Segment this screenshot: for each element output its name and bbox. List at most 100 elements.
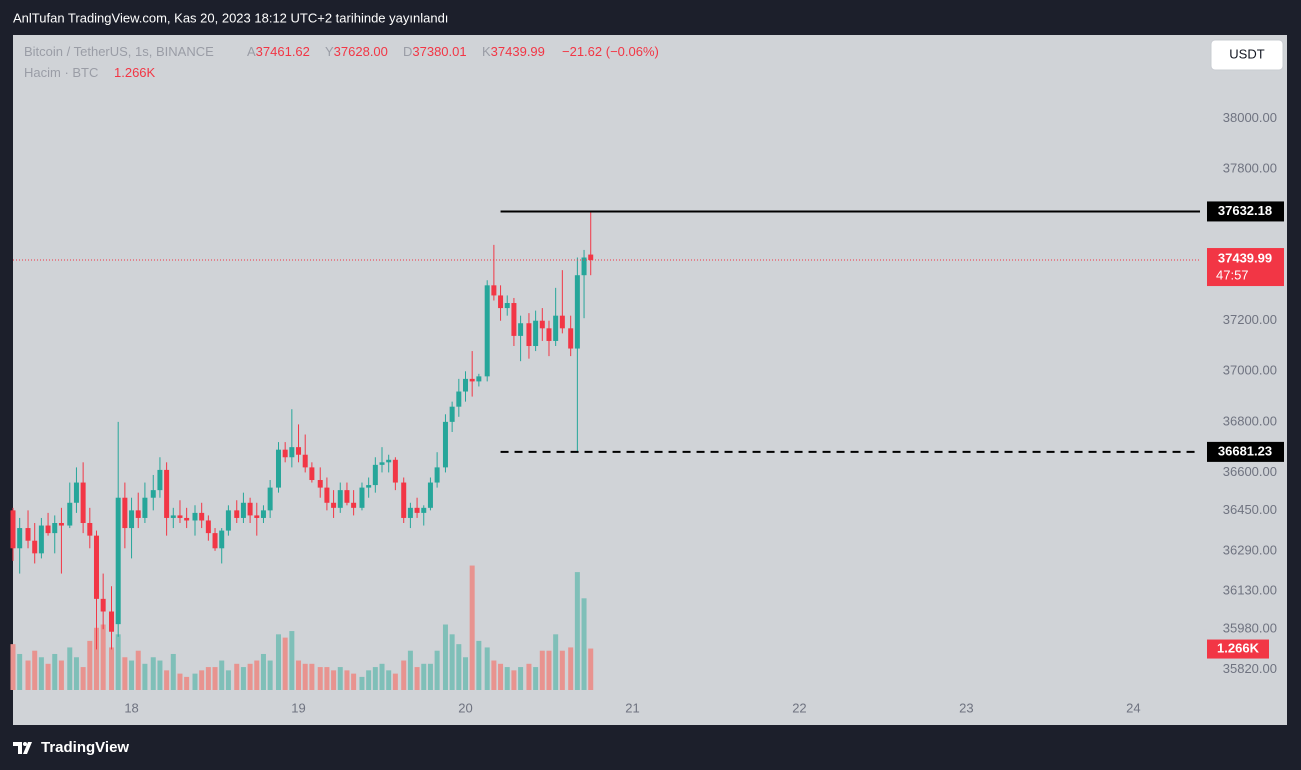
volume-bar (58, 660, 64, 690)
symbol: Bitcoin / TetherUS, 1s, BINANCE (24, 44, 214, 59)
currency-label[interactable]: USDT (1229, 46, 1264, 61)
volume-bar (484, 647, 490, 690)
candle-body (25, 528, 31, 541)
volume-label: 1.266K (1217, 640, 1260, 655)
candle-body (115, 497, 121, 625)
volume-bar (324, 667, 330, 690)
line-label-box (1207, 201, 1284, 222)
candle-body (498, 295, 504, 309)
volume-bar (351, 673, 357, 690)
published-note: AnlTufan TradingView.com, Kas 20, 2023 1… (13, 10, 448, 25)
ohlc-value: 37439.99 (491, 44, 545, 59)
volume-bar (260, 653, 266, 690)
volume-value: 1.266K (114, 65, 156, 80)
candle-body (491, 285, 497, 296)
volume-bar (553, 634, 559, 690)
x-tick-label: 18 (124, 700, 138, 715)
volume-bar (219, 660, 225, 690)
candle-body (379, 462, 385, 465)
y-tick-label: 36290.00 (1223, 542, 1277, 557)
volume-bar (379, 663, 385, 690)
volume-legend: Hacim · BTC 1.266K (24, 65, 156, 80)
logo (13, 742, 32, 754)
volume-bar (372, 667, 378, 690)
candle-body (476, 376, 482, 382)
legend-row: Bitcoin / TetherUS, 1s, BINANCE A37461.6… (24, 44, 659, 59)
volume-bar (289, 631, 295, 690)
volume-bar (247, 663, 253, 690)
candle-body (109, 611, 115, 632)
volume-bar (192, 673, 198, 690)
volume-bar (109, 647, 115, 690)
candle-body (73, 482, 79, 503)
candle-body (427, 482, 433, 508)
y-tick-label: 35820.00 (1223, 661, 1277, 676)
volume-bar (317, 667, 323, 690)
candle-body (58, 523, 64, 526)
candle-body (282, 449, 288, 458)
y-tick-label: 36600.00 (1223, 464, 1277, 479)
candle-body (45, 525, 51, 534)
volume-bar (533, 667, 539, 690)
ohlc-key: D (403, 44, 412, 59)
candle-body (484, 285, 490, 377)
ohlc-value: 37628.00 (334, 44, 388, 59)
volume-bar (17, 653, 23, 690)
volume-bar (73, 657, 79, 690)
candle-body (469, 378, 475, 382)
volume-bar (275, 634, 281, 690)
candle-body (504, 303, 510, 309)
logo-dot (23, 742, 27, 746)
volume-bar (100, 624, 106, 690)
candle-body (225, 510, 231, 531)
candle-body (539, 320, 545, 329)
volume-bar (581, 598, 587, 690)
candle-body (32, 540, 38, 554)
candle-body (184, 517, 190, 521)
y-tick-label: 37800.00 (1223, 160, 1277, 175)
volume-bar (212, 667, 218, 690)
currency-button[interactable] (1210, 39, 1284, 71)
volume-bar (157, 660, 163, 690)
volume-bar (539, 650, 545, 690)
volume-bar (498, 663, 504, 690)
volume-bar (407, 650, 413, 690)
candle-body (10, 510, 16, 549)
candle-body (205, 520, 211, 534)
y-tick-label: 38000.00 (1223, 110, 1277, 125)
volume-bar (296, 660, 302, 690)
volume-bar (504, 667, 510, 690)
volume-bar (267, 660, 273, 690)
candle-body (267, 487, 273, 511)
ohlc-key: Y (325, 44, 334, 59)
candle-body (234, 510, 240, 518)
candle-body (414, 507, 420, 513)
candle-body (67, 502, 73, 526)
candle-body (219, 530, 225, 549)
volume-bar (574, 572, 580, 690)
candle-body (407, 507, 413, 518)
y-tick-label: 35980.00 (1223, 621, 1277, 636)
candle-body (351, 502, 357, 508)
volume-bar (67, 647, 73, 690)
candle-body (240, 502, 246, 518)
candle-body (157, 469, 163, 491)
chart-panel (13, 35, 1287, 725)
volume-bar (434, 650, 440, 690)
volume-bar (337, 667, 343, 690)
line-label: 37632.18 (1218, 203, 1272, 218)
candle-body (289, 447, 295, 458)
volume-bar (414, 667, 420, 690)
y-tick-label: 36450.00 (1223, 502, 1277, 517)
volume-bar (38, 657, 44, 690)
y-tick-label: 37000.00 (1223, 363, 1277, 378)
candle-body (553, 315, 559, 341)
volume-bar (476, 640, 482, 690)
candle-body (511, 303, 517, 336)
x-tick-label: 23 (959, 700, 973, 715)
volume-bar (10, 644, 16, 690)
volume-bar (93, 627, 99, 690)
last-price-label: 37439.99 (1218, 250, 1272, 265)
